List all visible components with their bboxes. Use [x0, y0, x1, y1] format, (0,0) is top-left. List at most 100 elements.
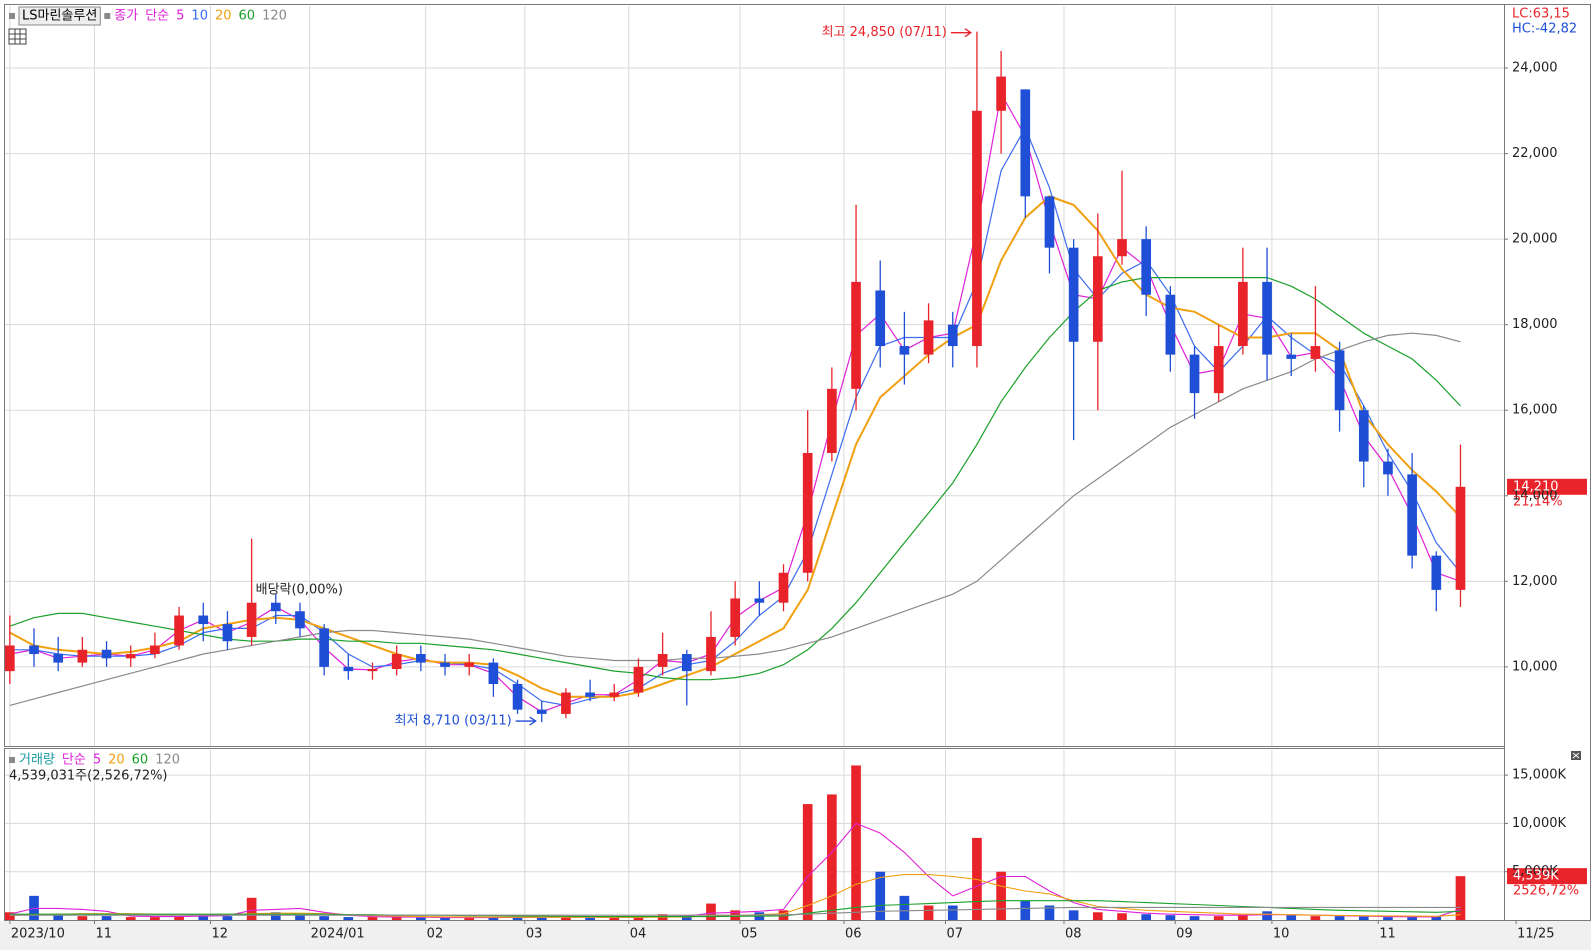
candle-body: [416, 654, 426, 663]
volume-bar: [899, 895, 910, 920]
volume-bar: [536, 917, 547, 920]
x-tick-label: 2023/10: [11, 927, 65, 942]
volume-bar: [1310, 916, 1321, 920]
volume-bar: [923, 905, 934, 920]
volume-bar: [1117, 913, 1127, 920]
volume-bar: [1189, 916, 1200, 920]
candle-body: [343, 666, 354, 672]
legend-title-box: [18, 6, 101, 26]
x-tick-label: 02: [427, 927, 444, 942]
legend-item: 종가: [114, 9, 138, 24]
candle-body: [5, 645, 15, 672]
x-tick-label: 03: [526, 927, 543, 942]
volume-bar: [1262, 911, 1272, 920]
volume-bar: [246, 897, 257, 920]
candle-body: [1141, 239, 1152, 295]
legend-item: 60: [239, 9, 256, 24]
volume-y-tick-label: 5,000K: [1512, 864, 1558, 879]
volume-bar: [996, 871, 1006, 920]
volume-bar: [464, 918, 475, 920]
volume-bar: [125, 917, 136, 920]
candle-body: [174, 615, 184, 646]
table-icon-lines: [9, 29, 26, 44]
volume-bar: [174, 916, 184, 920]
last-volume-change: 2526,72%: [1513, 884, 1579, 899]
volume-average-line: [9, 822, 1461, 919]
candle-body: [270, 602, 281, 612]
volume-bar: [1020, 900, 1031, 920]
candle-body: [1262, 281, 1272, 355]
volume-bar: [1092, 912, 1103, 920]
mark-layer: [5, 28, 1587, 920]
volume-bar: [1383, 917, 1393, 920]
legend-item: 120: [262, 9, 287, 24]
volume-bar: [1044, 905, 1055, 920]
legend-item: 60: [132, 753, 149, 768]
y-tick-label: 20,000: [1512, 232, 1558, 247]
volume-y-tick-label: 15,000K: [1512, 768, 1566, 783]
annotation-label: 최고 24,850 (07/11): [822, 25, 947, 40]
volume-bar: [416, 917, 426, 920]
candle-body: [391, 654, 402, 670]
x-tick-label: 08: [1065, 927, 1082, 942]
legend-item: 단순: [145, 9, 169, 24]
volume-average-line: [9, 906, 1461, 916]
x-tick-label: 06: [845, 927, 862, 942]
candle-body: [77, 649, 88, 663]
candle-body: [802, 452, 813, 573]
volume-bar: [1358, 916, 1369, 920]
legend-item: 20: [108, 753, 125, 768]
volume-bar: [1068, 910, 1079, 920]
annotation-arrow: [950, 28, 973, 38]
volume-bar: [343, 917, 354, 920]
volume-bar: [53, 915, 64, 920]
volume-bar: [440, 917, 450, 920]
volume-bar: [270, 912, 281, 920]
volume-close-icon[interactable]: [1571, 751, 1581, 760]
table-icon[interactable]: [8, 28, 27, 45]
candle-body: [1165, 294, 1176, 355]
legend-item: 5: [93, 753, 101, 768]
candle-body: [996, 76, 1006, 111]
x-tick-label: 11: [1379, 927, 1396, 942]
candle-body: [1189, 354, 1200, 394]
candle-body: [1020, 89, 1031, 197]
candle-body: [1213, 346, 1224, 394]
volume-bar: [1334, 916, 1345, 920]
annotation-label: 최저 8,710 (03/11): [395, 714, 512, 729]
volume-bar: [512, 917, 523, 920]
candle-body: [706, 636, 716, 672]
volume-bar: [1141, 914, 1152, 920]
volume-bar: [150, 917, 160, 920]
candle-body: [1238, 281, 1248, 347]
candle-body: [923, 320, 934, 355]
candle-body: [657, 654, 668, 667]
legend-item: 20: [215, 9, 232, 24]
candle-body: [1431, 555, 1442, 590]
x-tick-label: 2024/01: [311, 927, 365, 942]
x-tick-label: 09: [1176, 927, 1193, 942]
volume-bar: [222, 916, 233, 920]
table-icon-box[interactable]: [8, 28, 27, 45]
volume-bar: [1165, 915, 1176, 920]
volume-bar: [827, 794, 837, 920]
candle-body: [125, 654, 136, 659]
candle-body: [1310, 346, 1321, 359]
legend-item: 120: [155, 753, 180, 768]
candle-body: [536, 709, 547, 714]
candle-body: [827, 388, 837, 453]
candle-body: [778, 572, 789, 603]
annotation-arrow: [515, 716, 537, 726]
candle-body: [1358, 410, 1369, 462]
volume-bar: [488, 917, 499, 920]
candle-body: [222, 624, 233, 642]
volume-average-line: [9, 900, 1461, 918]
volume-bar: [1238, 915, 1248, 920]
volume-bar: [609, 917, 620, 920]
volume-bar: [391, 917, 402, 920]
candle-body: [367, 669, 378, 672]
x-tick-label: 10: [1273, 927, 1290, 942]
volume-y-tick-label: 10,000K: [1512, 816, 1566, 831]
candle-body: [464, 662, 475, 667]
volume-bar: [585, 917, 595, 920]
